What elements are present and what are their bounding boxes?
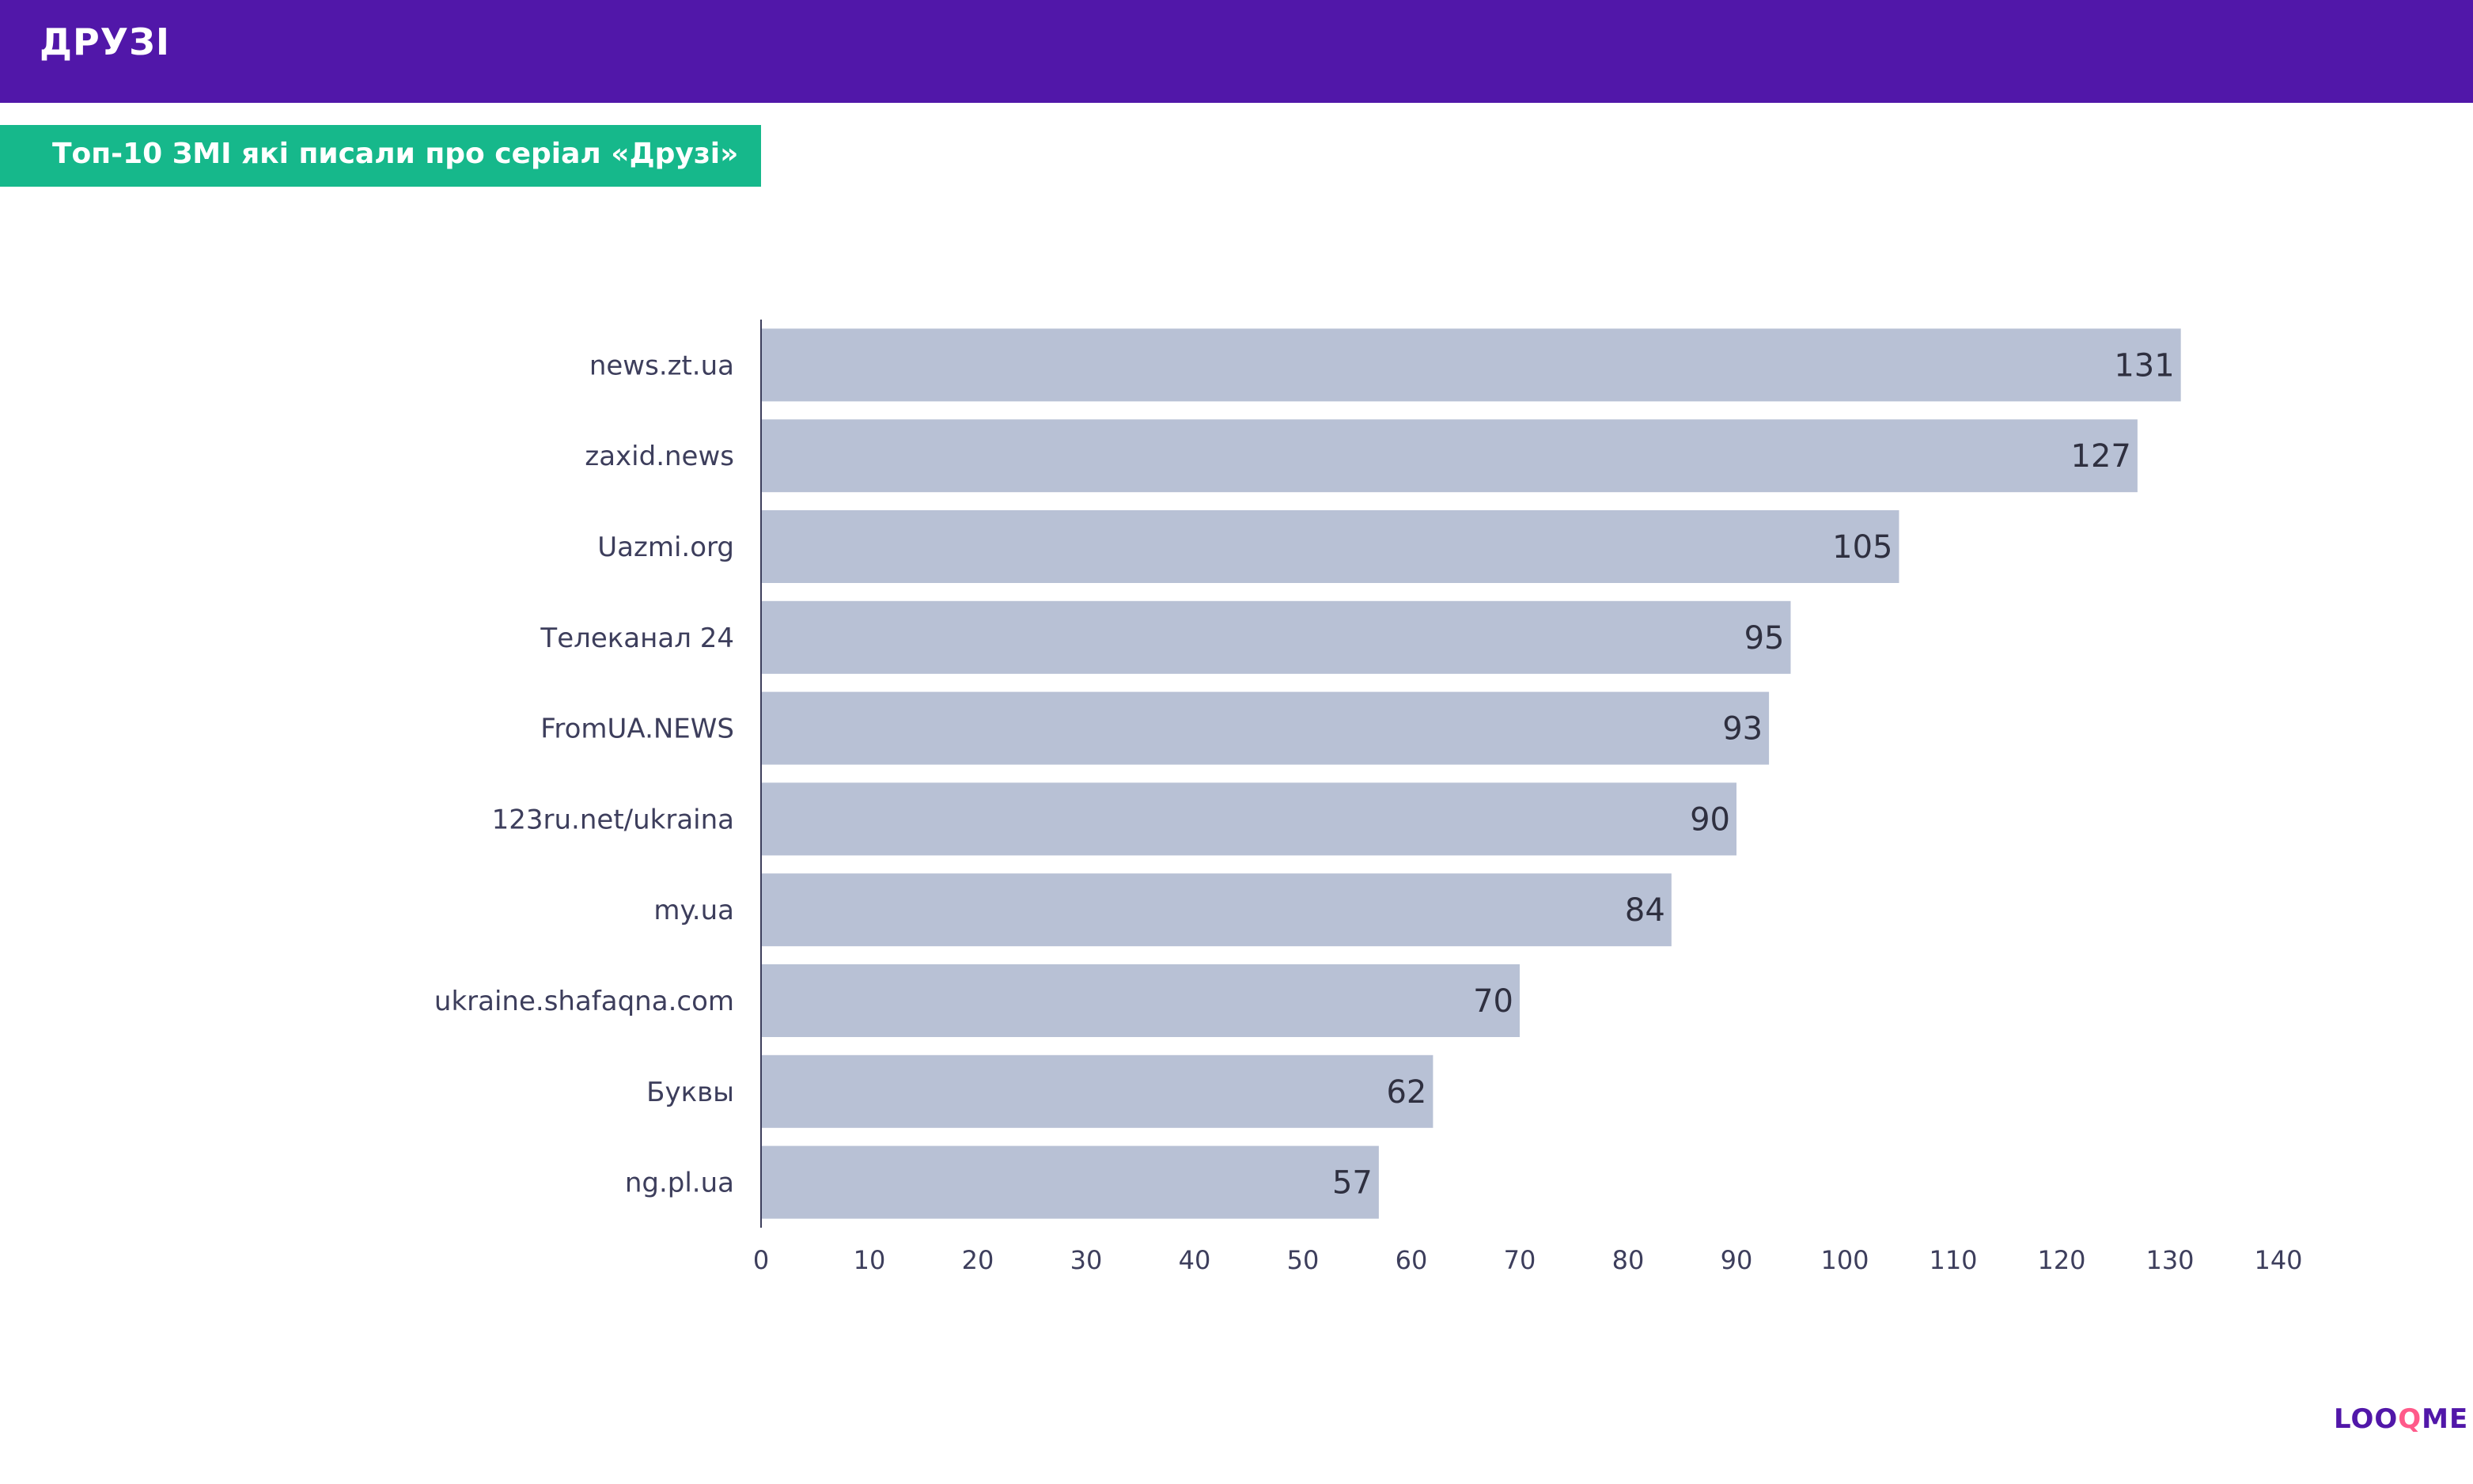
category-label: ukraine.shafaqna.com — [434, 986, 734, 1017]
x-tick-label: 50 — [1287, 1245, 1320, 1275]
category-label: my.ua — [653, 895, 734, 926]
x-tick-label: 70 — [1504, 1245, 1536, 1275]
bar-value-label: 93 — [1722, 711, 1763, 748]
x-tick-label: 30 — [1070, 1245, 1103, 1275]
chart-title: Топ-10 ЗМІ які писали про серіал «Друзі» — [52, 138, 739, 170]
x-tick-label: 40 — [1179, 1245, 1211, 1275]
x-tick-label: 0 — [753, 1245, 769, 1275]
x-tick-label: 140 — [2254, 1245, 2302, 1275]
x-tick-label: 90 — [1721, 1245, 1753, 1275]
bar-value-label: 62 — [1386, 1074, 1426, 1111]
bar-value-label: 131 — [2114, 347, 2174, 384]
x-tick-label: 110 — [1929, 1245, 1977, 1275]
x-tick-label: 20 — [962, 1245, 994, 1275]
x-tick-label: 10 — [854, 1245, 886, 1275]
category-label: Буквы — [646, 1077, 734, 1108]
bar — [761, 691, 1770, 765]
category-label: 123ru.net/ukraina — [492, 804, 734, 835]
bar-value-label: 90 — [1690, 801, 1730, 838]
x-tick-label: 100 — [1820, 1245, 1869, 1275]
category-label: zaxid.news — [585, 441, 734, 472]
category-label: FromUA.NEWS — [540, 714, 734, 745]
bar — [761, 600, 1791, 674]
bar — [761, 510, 1899, 583]
bar — [761, 964, 1520, 1037]
x-tick-label: 60 — [1396, 1245, 1428, 1275]
bar-value-label: 127 — [2071, 438, 2131, 475]
bar-value-label: 95 — [1744, 620, 1785, 657]
category-label: news.zt.ua — [589, 350, 734, 381]
logo-q-mark: Q — [2398, 1403, 2422, 1435]
page-title: ДРУЗІ — [40, 21, 170, 63]
bar — [761, 1145, 1379, 1219]
bar — [761, 328, 2181, 402]
bar — [761, 782, 1736, 856]
logo-text-part1: LOO — [2334, 1403, 2399, 1435]
x-tick-label: 80 — [1612, 1245, 1645, 1275]
x-tick-label: 120 — [2037, 1245, 2085, 1275]
category-label: Телеканал 24 — [540, 623, 734, 654]
subtitle-banner: Топ-10 ЗМІ які писали про серіал «Друзі» — [0, 125, 761, 187]
looqme-logo: LOOQME — [2334, 1403, 2468, 1435]
bar-value-label: 84 — [1625, 892, 1665, 929]
bar-value-label: 70 — [1473, 983, 1513, 1020]
bar-value-label: 57 — [1332, 1165, 1373, 1202]
bar — [761, 873, 1672, 947]
bar — [761, 1054, 1433, 1128]
bar-value-label: 105 — [1832, 529, 1892, 566]
category-label: Uazmi.org — [597, 532, 734, 563]
logo-text-part2: ME — [2422, 1403, 2469, 1435]
bar — [761, 419, 2138, 493]
header-bar: ДРУЗІ — [0, 0, 2473, 103]
category-label: ng.pl.ua — [625, 1168, 734, 1199]
x-tick-label: 130 — [2145, 1245, 2194, 1275]
